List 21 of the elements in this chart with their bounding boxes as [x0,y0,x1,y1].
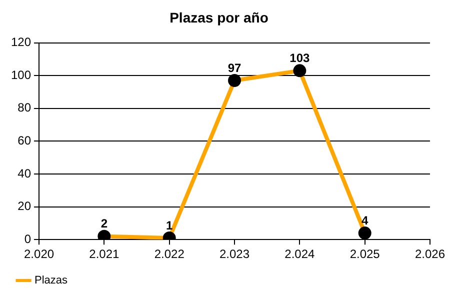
y-tick-label: 20 [18,199,32,214]
y-tick-label: 120 [10,35,32,50]
x-tick-label: 2.020 [24,247,54,262]
y-tick-label: 60 [18,134,32,148]
chart-title: Plazas por año [170,9,268,26]
data-label: 2 [100,216,108,231]
x-tick-label: 2.022 [154,247,185,262]
x-tick-label: 2.025 [350,247,380,262]
data-label: 97 [228,60,242,75]
x-tick-label: 2.024 [284,247,316,262]
x-tick-label: 2.026 [414,247,446,262]
data-label: 1 [166,218,174,232]
data-label: 103 [290,50,310,65]
x-tick-label: 2.023 [219,247,250,262]
x-tick-label: 2.021 [89,247,120,262]
data-label: 4 [361,213,368,228]
y-tick-label: 100 [10,68,32,82]
y-tick-label: 80 [18,100,32,115]
legend-label: Plazas [34,274,68,287]
y-tick-label: 0 [24,232,32,246]
y-tick-label: 40 [18,166,32,180]
